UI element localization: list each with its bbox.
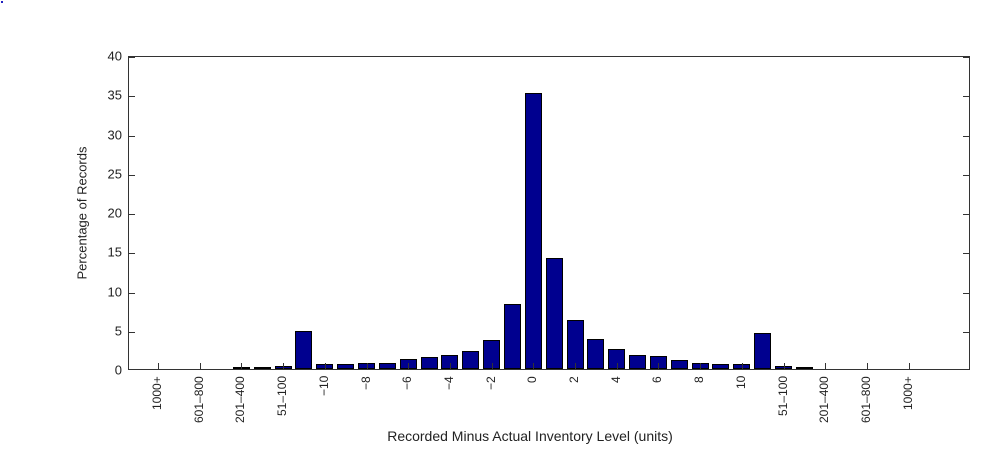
x-tick-mark	[324, 363, 326, 369]
y-tick-mark	[963, 369, 969, 370]
x-tick-mark	[408, 363, 410, 369]
plot-area	[128, 56, 970, 370]
x-tick-mark	[783, 363, 785, 369]
histogram-bar	[253, 367, 271, 369]
x-tick-mark	[658, 363, 660, 369]
x-tick-mark	[741, 363, 743, 369]
x-tick-mark	[366, 363, 368, 369]
y-tick-label: 30	[107, 127, 122, 142]
x-tick-label: 51–100	[275, 375, 290, 416]
y-tick-mark	[963, 331, 969, 333]
histogram-bar	[462, 350, 480, 369]
y-tick-label: 20	[107, 205, 122, 221]
histogram-bar	[566, 319, 584, 369]
x-tick-label: 2	[567, 376, 581, 383]
y-tick-mark	[129, 214, 135, 215]
y-axis-title: Percentage of Records	[74, 146, 90, 280]
y-tick-label: 25	[107, 166, 122, 182]
x-tick-mark	[199, 363, 201, 369]
histogram-bar	[524, 93, 542, 369]
x-tick-label: 201–400	[233, 376, 248, 423]
histogram-bar	[712, 363, 730, 369]
y-tick-mark	[963, 174, 969, 176]
x-tick-mark	[241, 363, 243, 369]
y-tick-mark	[129, 135, 135, 137]
histogram-bar	[378, 362, 396, 369]
x-tick-label: −4	[441, 376, 456, 390]
y-tick-mark	[963, 135, 969, 137]
x-tick-label: 201–400	[817, 376, 832, 423]
y-tick-mark	[129, 292, 135, 294]
x-tick-label: 601–800	[858, 376, 873, 423]
x-tick-mark	[283, 363, 285, 369]
histogram-bar	[295, 330, 313, 369]
histogram-bar	[337, 363, 355, 369]
x-tick-label: 8	[692, 376, 707, 383]
y-tick-mark	[129, 331, 135, 333]
histogram-bar	[754, 332, 772, 369]
y-tick-mark	[963, 57, 969, 58]
x-tick-mark	[866, 363, 868, 369]
x-tick-label: −6	[400, 376, 415, 390]
x-tick-mark	[491, 363, 493, 369]
x-tick-mark	[158, 363, 159, 369]
y-tick-mark	[129, 96, 135, 98]
histogram-bar	[545, 258, 563, 369]
x-tick-label: 4	[608, 376, 623, 383]
y-tick-label: 35	[107, 87, 122, 103]
y-tick-mark	[129, 174, 135, 176]
x-tick-mark	[700, 363, 702, 369]
histogram-bar	[670, 360, 688, 369]
x-tick-label: 1000+	[150, 376, 164, 410]
x-tick-label: 0	[525, 376, 540, 383]
x-tick-mark	[533, 363, 535, 369]
x-tick-label: 10	[733, 375, 748, 389]
x-tick-mark	[908, 363, 910, 369]
y-tick-mark	[963, 292, 969, 294]
y-tick-mark	[129, 369, 135, 370]
histogram-bar	[420, 357, 438, 369]
histogram-bar	[587, 339, 605, 369]
y-tick-label: 5	[114, 323, 122, 339]
y-tick-mark	[129, 57, 135, 58]
x-tick-label: 1000+	[900, 376, 915, 410]
x-tick-mark	[825, 363, 827, 369]
histogram-bar	[629, 354, 647, 369]
x-tick-label: −8	[358, 376, 373, 390]
x-tick-mark	[616, 363, 618, 369]
y-tick-label: 0	[114, 362, 122, 378]
x-tick-label: 6	[650, 376, 665, 383]
histogram-bar	[503, 303, 521, 369]
histogram-bar	[795, 367, 813, 369]
y-tick-mark	[963, 96, 969, 98]
y-tick-mark	[963, 253, 969, 255]
x-tick-label: −2	[483, 376, 498, 390]
x-tick-label: 601–800	[191, 376, 206, 423]
y-tick-label: 40	[107, 48, 122, 64]
y-tick-label: 10	[107, 284, 122, 299]
y-tick-mark	[129, 253, 135, 255]
x-axis-title: Recorded Minus Actual Inventory Level (u…	[387, 428, 673, 444]
x-tick-mark	[449, 363, 451, 369]
y-tick-mark	[963, 214, 969, 215]
y-tick-label: 15	[107, 244, 122, 260]
corner-mark	[1, 1, 3, 3]
x-tick-mark	[575, 363, 576, 369]
x-tick-label: 51–100	[775, 375, 790, 416]
x-tick-label: −10	[316, 375, 331, 396]
